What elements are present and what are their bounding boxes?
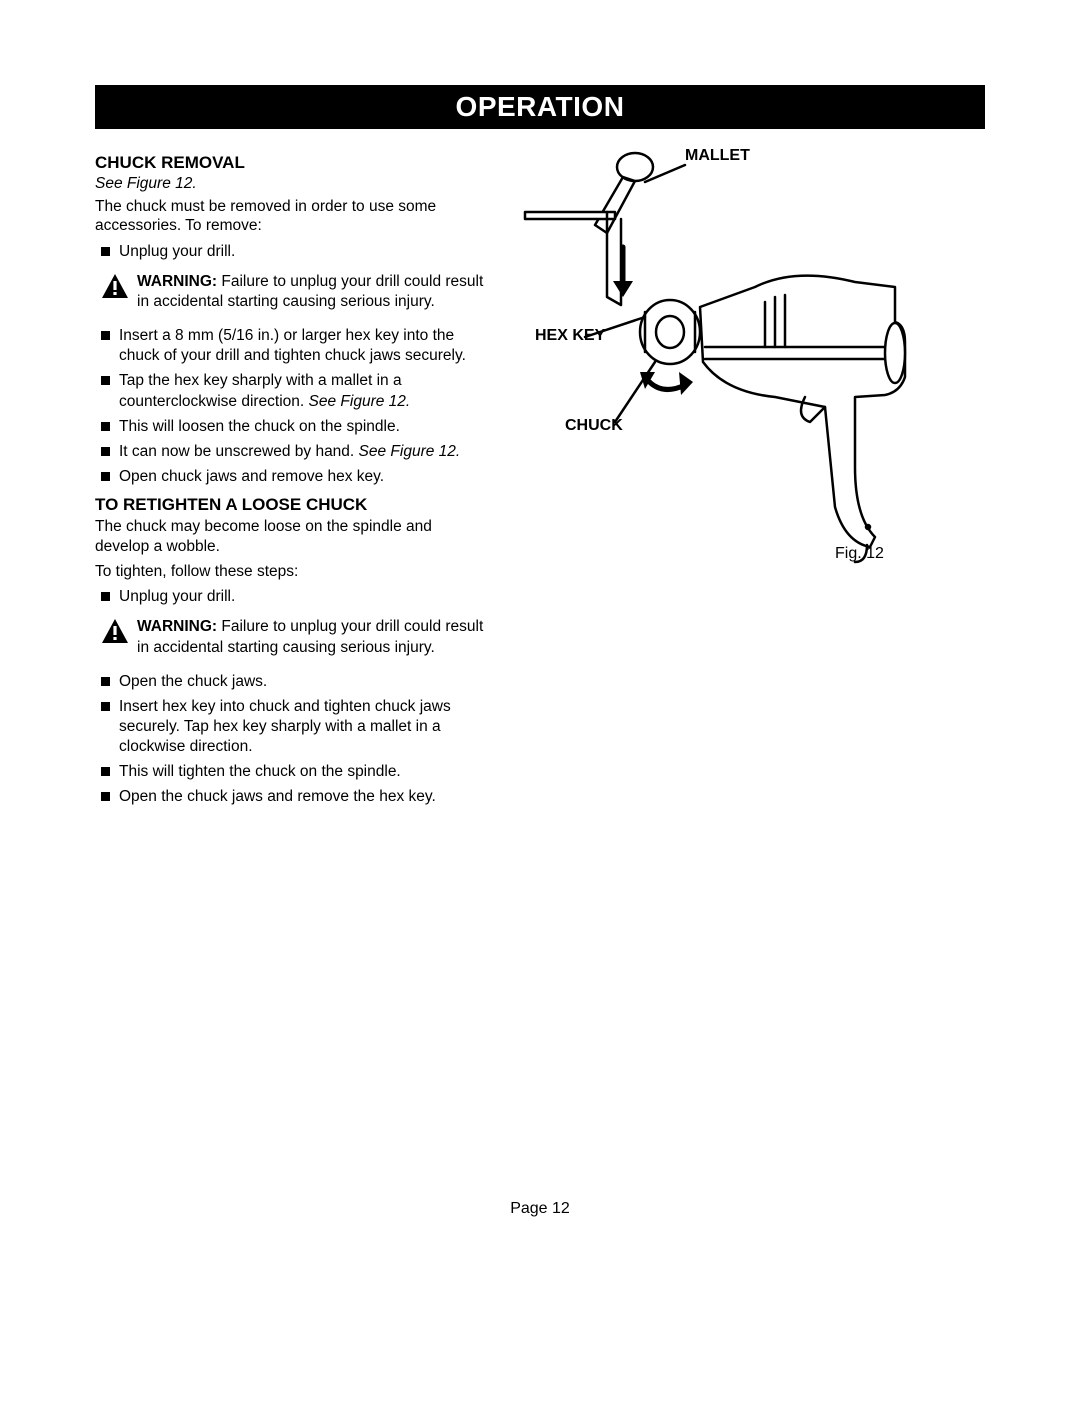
- retighten-intro-1: The chuck may become loose on the spindl…: [95, 517, 485, 556]
- drill-illustration: [495, 147, 975, 567]
- left-column: CHUCK REMOVAL See Figure 12. The chuck m…: [95, 147, 495, 816]
- warning-text-2: WARNING: Failure to unplug your drill co…: [137, 617, 485, 657]
- list-chuck-removal-steps: Insert a 8 mm (5/16 in.) or larger hex k…: [95, 326, 485, 487]
- list-item: It can now be unscrewed by hand. See Fig…: [95, 442, 485, 462]
- step-text: It can now be unscrewed by hand.: [119, 443, 359, 460]
- list-item: This will tighten the chuck on the spind…: [95, 762, 485, 782]
- see-inline: See Figure 12.: [309, 393, 411, 410]
- figure-label-mallet: MALLET: [685, 147, 750, 165]
- list-unplug-2: Unplug your drill.: [95, 587, 485, 607]
- figure-12: MALLET HEX KEY CHUCK Fig. 12: [495, 147, 975, 567]
- list-item: Open chuck jaws and remove hex key.: [95, 467, 485, 487]
- list-item: Open the chuck jaws.: [95, 672, 485, 692]
- list-item: Insert a 8 mm (5/16 in.) or larger hex k…: [95, 326, 485, 366]
- list-unplug-1: Unplug your drill.: [95, 242, 485, 262]
- section-title-bar: OPERATION: [95, 85, 985, 129]
- warning-block-1: WARNING: Failure to unplug your drill co…: [101, 272, 485, 312]
- retighten-intro-2: To tighten, follow these steps:: [95, 562, 485, 581]
- heading-retighten: TO RETIGHTEN A LOOSE CHUCK: [95, 495, 485, 515]
- list-item: Insert hex key into chuck and tighten ch…: [95, 697, 485, 757]
- page: OPERATION CHUCK REMOVAL See Figure 12. T…: [95, 85, 985, 816]
- see-figure-12: See Figure 12.: [95, 175, 485, 193]
- list-item: Unplug your drill.: [95, 587, 485, 607]
- list-item: Unplug your drill.: [95, 242, 485, 262]
- figure-label-chuck: CHUCK: [565, 417, 623, 435]
- list-item: Open the chuck jaws and remove the hex k…: [95, 787, 485, 807]
- see-inline: See Figure 12.: [359, 443, 461, 460]
- heading-chuck-removal: CHUCK REMOVAL: [95, 153, 485, 173]
- page-number: Page 12: [0, 1200, 1080, 1218]
- list-retighten-steps: Open the chuck jaws. Insert hex key into…: [95, 672, 485, 808]
- right-column: MALLET HEX KEY CHUCK Fig. 12: [495, 147, 985, 816]
- figure-caption: Fig. 12: [835, 545, 884, 563]
- section-title: OPERATION: [456, 91, 625, 123]
- list-item: This will loosen the chuck on the spindl…: [95, 417, 485, 437]
- warning-triangle-icon: [101, 273, 129, 299]
- warning-triangle-icon: [101, 618, 129, 644]
- list-item: Tap the hex key sharply with a mallet in…: [95, 371, 485, 411]
- warning-label-1: WARNING:: [137, 273, 217, 290]
- figure-label-hexkey: HEX KEY: [535, 327, 605, 345]
- chuck-removal-intro: The chuck must be removed in order to us…: [95, 197, 485, 236]
- warning-block-2: WARNING: Failure to unplug your drill co…: [101, 617, 485, 657]
- warning-label-2: WARNING:: [137, 618, 217, 635]
- content-columns: CHUCK REMOVAL See Figure 12. The chuck m…: [95, 147, 985, 816]
- warning-text-1: WARNING: Failure to unplug your drill co…: [137, 272, 485, 312]
